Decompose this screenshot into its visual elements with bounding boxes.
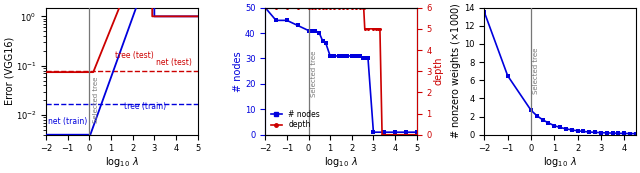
Y-axis label: # nonzero weights ($\times$1000): # nonzero weights ($\times$1000) xyxy=(449,3,463,139)
Text: tree (train): tree (train) xyxy=(124,102,166,111)
Y-axis label: # nodes: # nodes xyxy=(234,51,243,92)
Text: Selected tree: Selected tree xyxy=(311,51,317,97)
Legend: # nodes, depth: # nodes, depth xyxy=(269,108,321,131)
Text: Selected tree: Selected tree xyxy=(533,48,539,94)
X-axis label: log$_{10}$ $\lambda$: log$_{10}$ $\lambda$ xyxy=(324,155,358,169)
X-axis label: log$_{10}$ $\lambda$: log$_{10}$ $\lambda$ xyxy=(543,155,577,169)
Text: net (train): net (train) xyxy=(48,117,88,126)
Y-axis label: Error (VGG16): Error (VGG16) xyxy=(4,37,14,105)
Text: tree (test): tree (test) xyxy=(115,51,154,60)
Text: Selected tree: Selected tree xyxy=(93,76,99,123)
Text: net (test): net (test) xyxy=(156,58,193,67)
Y-axis label: depth: depth xyxy=(433,57,443,85)
X-axis label: log$_{10}$ $\lambda$: log$_{10}$ $\lambda$ xyxy=(105,155,139,169)
